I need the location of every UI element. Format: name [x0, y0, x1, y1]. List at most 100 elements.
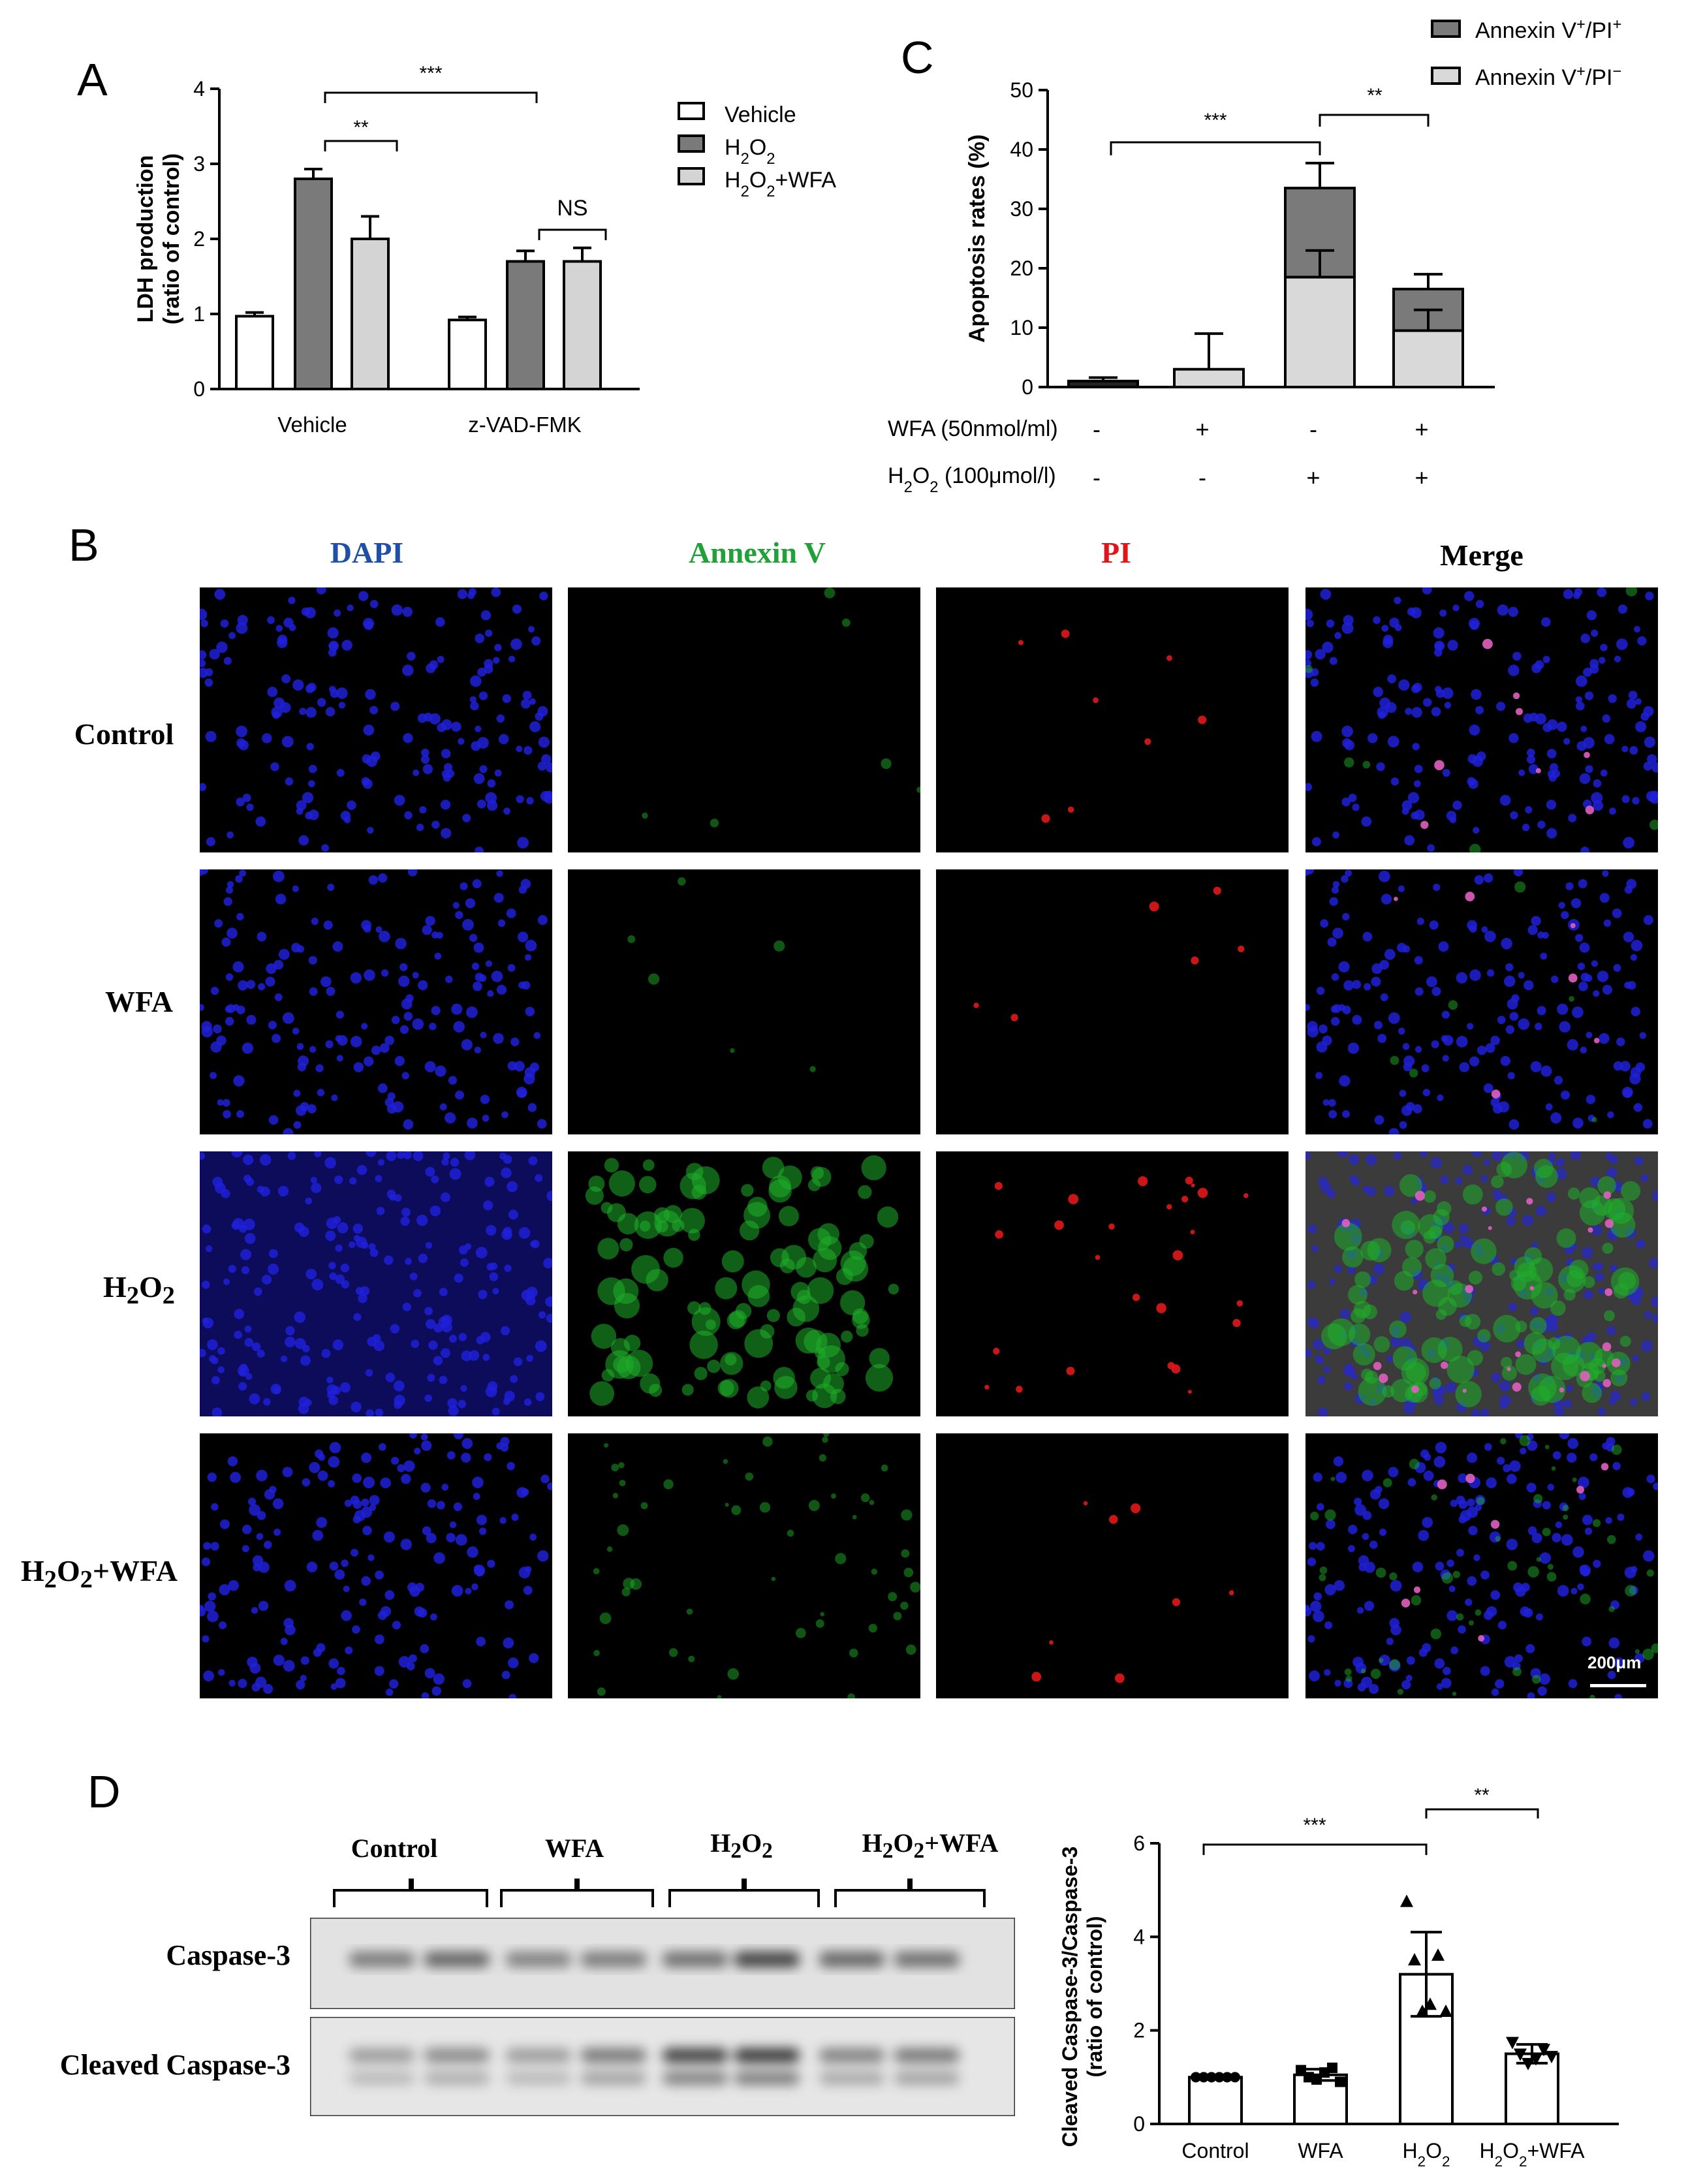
nucleus: [1535, 1205, 1547, 1217]
annexin-spot: [877, 1206, 899, 1228]
nucleus: [1416, 917, 1424, 926]
nucleus: [1580, 973, 1590, 982]
pi-spot: [1603, 1191, 1612, 1199]
nucleus: [1593, 779, 1602, 788]
nucleus: [1388, 1467, 1399, 1478]
annexin-spot: [1514, 881, 1526, 893]
nucleus: [288, 597, 296, 604]
nucleus: [503, 1226, 512, 1236]
nucleus: [1356, 1606, 1364, 1614]
nucleus: [409, 1272, 418, 1281]
nucleus: [1313, 1610, 1324, 1623]
annexin-spot: [1625, 587, 1638, 597]
pi-spot: [1612, 1358, 1621, 1367]
pi-spot: [1181, 1196, 1189, 1203]
nucleus: [314, 1151, 322, 1158]
nucleus: [1546, 800, 1557, 810]
nucleus: [458, 1399, 467, 1409]
nucleus: [1448, 1585, 1456, 1593]
nucleus: [1643, 761, 1653, 771]
annexin-spot: [796, 1628, 806, 1638]
nucleus: [496, 714, 505, 723]
nucleus: [1311, 730, 1322, 742]
nucleus: [353, 1062, 364, 1072]
nucleus: [1341, 725, 1353, 738]
nucleus: [253, 1287, 262, 1296]
pi-spot: [1115, 1673, 1125, 1683]
nucleus: [516, 795, 524, 803]
nucleus: [223, 1278, 230, 1285]
band: [663, 2072, 728, 2085]
y-tick-label: 30: [1010, 197, 1033, 221]
nucleus: [356, 1164, 367, 1176]
nucleus: [1643, 914, 1653, 926]
annexin-spot: [610, 1338, 630, 1357]
nucleus: [525, 1006, 535, 1016]
nucleus: [1459, 1062, 1470, 1072]
nucleus: [1640, 1174, 1649, 1182]
nucleus: [493, 892, 504, 903]
nucleus: [1390, 1336, 1401, 1348]
nucleus: [506, 908, 516, 918]
nucleus: [1508, 733, 1519, 743]
nucleus: [204, 678, 213, 687]
nucleus: [422, 925, 432, 935]
nucleus: [1647, 754, 1657, 764]
nucleus: [1630, 954, 1638, 961]
nucleus: [529, 721, 541, 732]
nucleus: [1424, 1454, 1431, 1461]
annexin-spot: [1562, 1505, 1569, 1512]
nucleus: [465, 898, 476, 909]
nucleus: [1629, 1073, 1641, 1085]
nucleus: [1324, 1621, 1333, 1630]
nucleus: [317, 1470, 328, 1481]
nucleus: [369, 600, 379, 608]
nucleus: [448, 1405, 459, 1416]
sig-label: **: [353, 117, 369, 138]
annexin-spot: [1604, 1310, 1615, 1322]
nucleus: [315, 1064, 324, 1072]
nucleus: [294, 1311, 306, 1323]
nucleus: [473, 942, 484, 953]
nucleus: [1621, 745, 1629, 753]
nucleus: [1578, 879, 1587, 888]
nucleus: [281, 674, 291, 683]
nucleus: [1639, 1032, 1647, 1039]
nucleus: [425, 1166, 435, 1177]
nucleus: [485, 629, 493, 637]
annexin-spot: [777, 1165, 802, 1190]
nucleus: [420, 1433, 428, 1441]
nucleus: [275, 625, 283, 632]
nucleus: [546, 1190, 552, 1202]
annexin-spot: [805, 1390, 819, 1402]
nucleus: [223, 897, 232, 906]
pi-spot: [1191, 1183, 1195, 1188]
condition-sign: +: [1306, 464, 1320, 491]
annexin-spot: [1435, 1309, 1447, 1320]
x-tick-label: H2O2+WFA: [1480, 2139, 1586, 2170]
annexin-spot: [1344, 1668, 1352, 1676]
pi-spot: [1190, 1230, 1195, 1235]
nucleus: [1592, 1262, 1601, 1271]
nucleus: [471, 962, 480, 971]
nucleus: [455, 1090, 465, 1100]
nucleus: [1332, 881, 1340, 888]
nucleus: [1369, 1683, 1379, 1694]
nucleus: [1381, 894, 1392, 905]
column-header-annexin-v: Annexin V: [688, 536, 826, 569]
nucleus: [1414, 987, 1424, 996]
nucleus: [403, 1151, 412, 1159]
data-point: [1230, 2072, 1240, 2083]
nucleus: [221, 937, 231, 947]
nucleus: [1443, 1035, 1454, 1046]
pi-spot: [1490, 1520, 1500, 1529]
nucleus: [1369, 1489, 1381, 1500]
nucleus: [458, 1333, 467, 1341]
nucleus: [512, 604, 522, 614]
nucleus: [524, 1398, 532, 1406]
nucleus: [431, 1175, 439, 1183]
nucleus: [1345, 1364, 1354, 1372]
nucleus: [327, 627, 339, 639]
nucleus: [526, 796, 534, 805]
